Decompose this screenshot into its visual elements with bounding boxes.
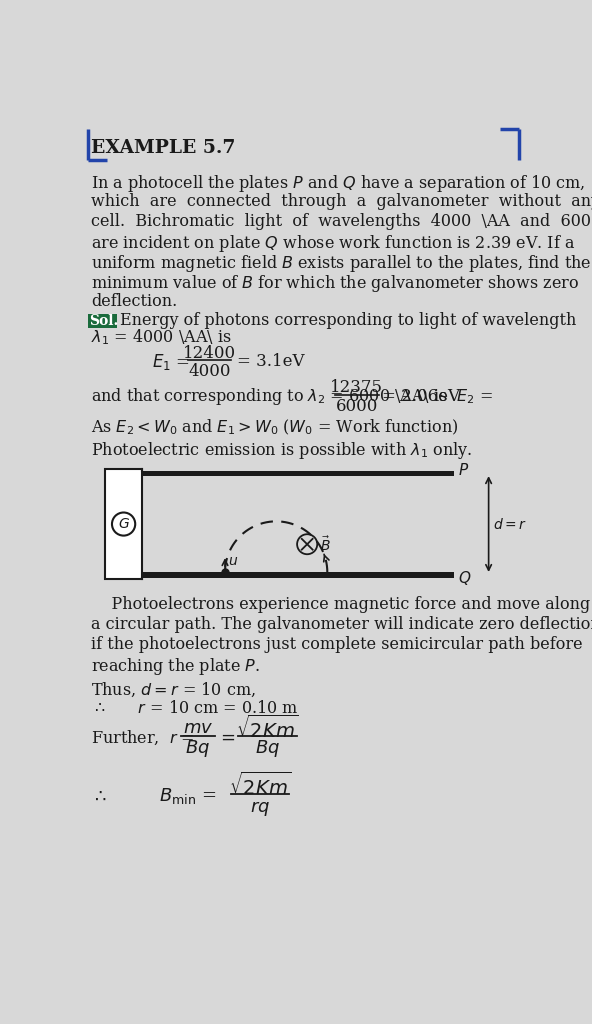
Text: $\vec{B}$: $\vec{B}$ (320, 535, 331, 554)
Bar (142, 572, 453, 578)
Text: $P$: $P$ (458, 462, 469, 478)
Text: $\lambda_1$ = 4000 \AA\ is: $\lambda_1$ = 4000 \AA\ is (91, 327, 231, 347)
Text: Sol.: Sol. (89, 313, 119, 328)
Text: $mv$: $mv$ (183, 719, 213, 737)
Text: 4000: 4000 (188, 364, 231, 380)
Text: $\therefore$: $\therefore$ (91, 786, 107, 805)
Text: deflection.: deflection. (91, 293, 177, 310)
Text: if the photoelectrons just complete semicircular path before: if the photoelectrons just complete semi… (91, 637, 583, 653)
Text: $Q$: $Q$ (458, 569, 471, 587)
Text: Photoelectric emission is possible with $\lambda_1$ only.: Photoelectric emission is possible with … (91, 439, 472, 461)
Text: are incident on plate $Q$ whose work function is 2.39 eV. If a: are incident on plate $Q$ whose work fun… (91, 233, 575, 254)
Bar (105, 469, 142, 579)
Text: 6000: 6000 (336, 397, 378, 415)
Text: Thus, $d = r$ = 10 cm,: Thus, $d = r$ = 10 cm, (91, 680, 256, 698)
Text: $Bq$: $Bq$ (185, 738, 211, 760)
Text: EXAMPLE 5.7: EXAMPLE 5.7 (91, 139, 236, 158)
Text: In a photocell the plates $P$ and $Q$ have a separation of 10 cm,: In a photocell the plates $P$ and $Q$ ha… (91, 173, 585, 194)
Text: = 3.1eV: = 3.1eV (237, 353, 304, 370)
Text: cell.  Bichromatic  light  of  wavelengths  4000  \AA  and  6000  \AA: cell. Bichromatic light of wavelengths 4… (91, 213, 592, 230)
Text: As $E_2 < W_0$ and $E_1 > W_0$ ($W_0$ = Work function): As $E_2 < W_0$ and $E_1 > W_0$ ($W_0$ = … (91, 418, 458, 436)
Text: $\sqrt{2Km}$: $\sqrt{2Km}$ (236, 715, 299, 741)
Text: $u$: $u$ (228, 554, 239, 568)
Text: 12375: 12375 (330, 379, 384, 396)
Text: $Bq$: $Bq$ (255, 738, 280, 760)
Text: Photoelectrons experience magnetic force and move along: Photoelectrons experience magnetic force… (91, 596, 590, 613)
Text: $\therefore$      $r$ = 10 cm = 0.10 m: $\therefore$ $r$ = 10 cm = 0.10 m (91, 700, 299, 718)
Text: $d=r$: $d=r$ (493, 516, 527, 531)
Text: $\sqrt{2Km}$: $\sqrt{2Km}$ (229, 771, 291, 799)
FancyBboxPatch shape (88, 313, 117, 328)
Text: minimum value of $B$ for which the galvanometer shows zero: minimum value of $B$ for which the galva… (91, 273, 579, 294)
Text: which  are  connected  through  a  galvanometer  without  any: which are connected through a galvanomet… (91, 193, 592, 210)
Text: G: G (118, 517, 129, 531)
Text: Energy of photons corresponding to light of wavelength: Energy of photons corresponding to light… (121, 312, 577, 330)
Bar (142, 471, 453, 476)
Text: reaching the plate $P$.: reaching the plate $P$. (91, 656, 260, 678)
Text: Further,  $r$ =: Further, $r$ = (91, 729, 195, 748)
Text: $B_{\mathrm{min}}$ =: $B_{\mathrm{min}}$ = (159, 785, 217, 806)
Text: and that corresponding to $\lambda_2$ = 6000 \AA\ is  $E_2$ =: and that corresponding to $\lambda_2$ = … (91, 386, 493, 407)
Text: a circular path. The galvanometer will indicate zero deflection: a circular path. The galvanometer will i… (91, 616, 592, 634)
Text: $E_1$ =: $E_1$ = (152, 351, 189, 372)
Text: $rq$: $rq$ (250, 799, 270, 818)
Text: =: = (220, 729, 234, 748)
Text: = 2.06eV: = 2.06eV (382, 388, 461, 404)
Text: 12400: 12400 (183, 345, 236, 361)
Text: uniform magnetic field $B$ exists parallel to the plates, find the: uniform magnetic field $B$ exists parall… (91, 253, 591, 274)
